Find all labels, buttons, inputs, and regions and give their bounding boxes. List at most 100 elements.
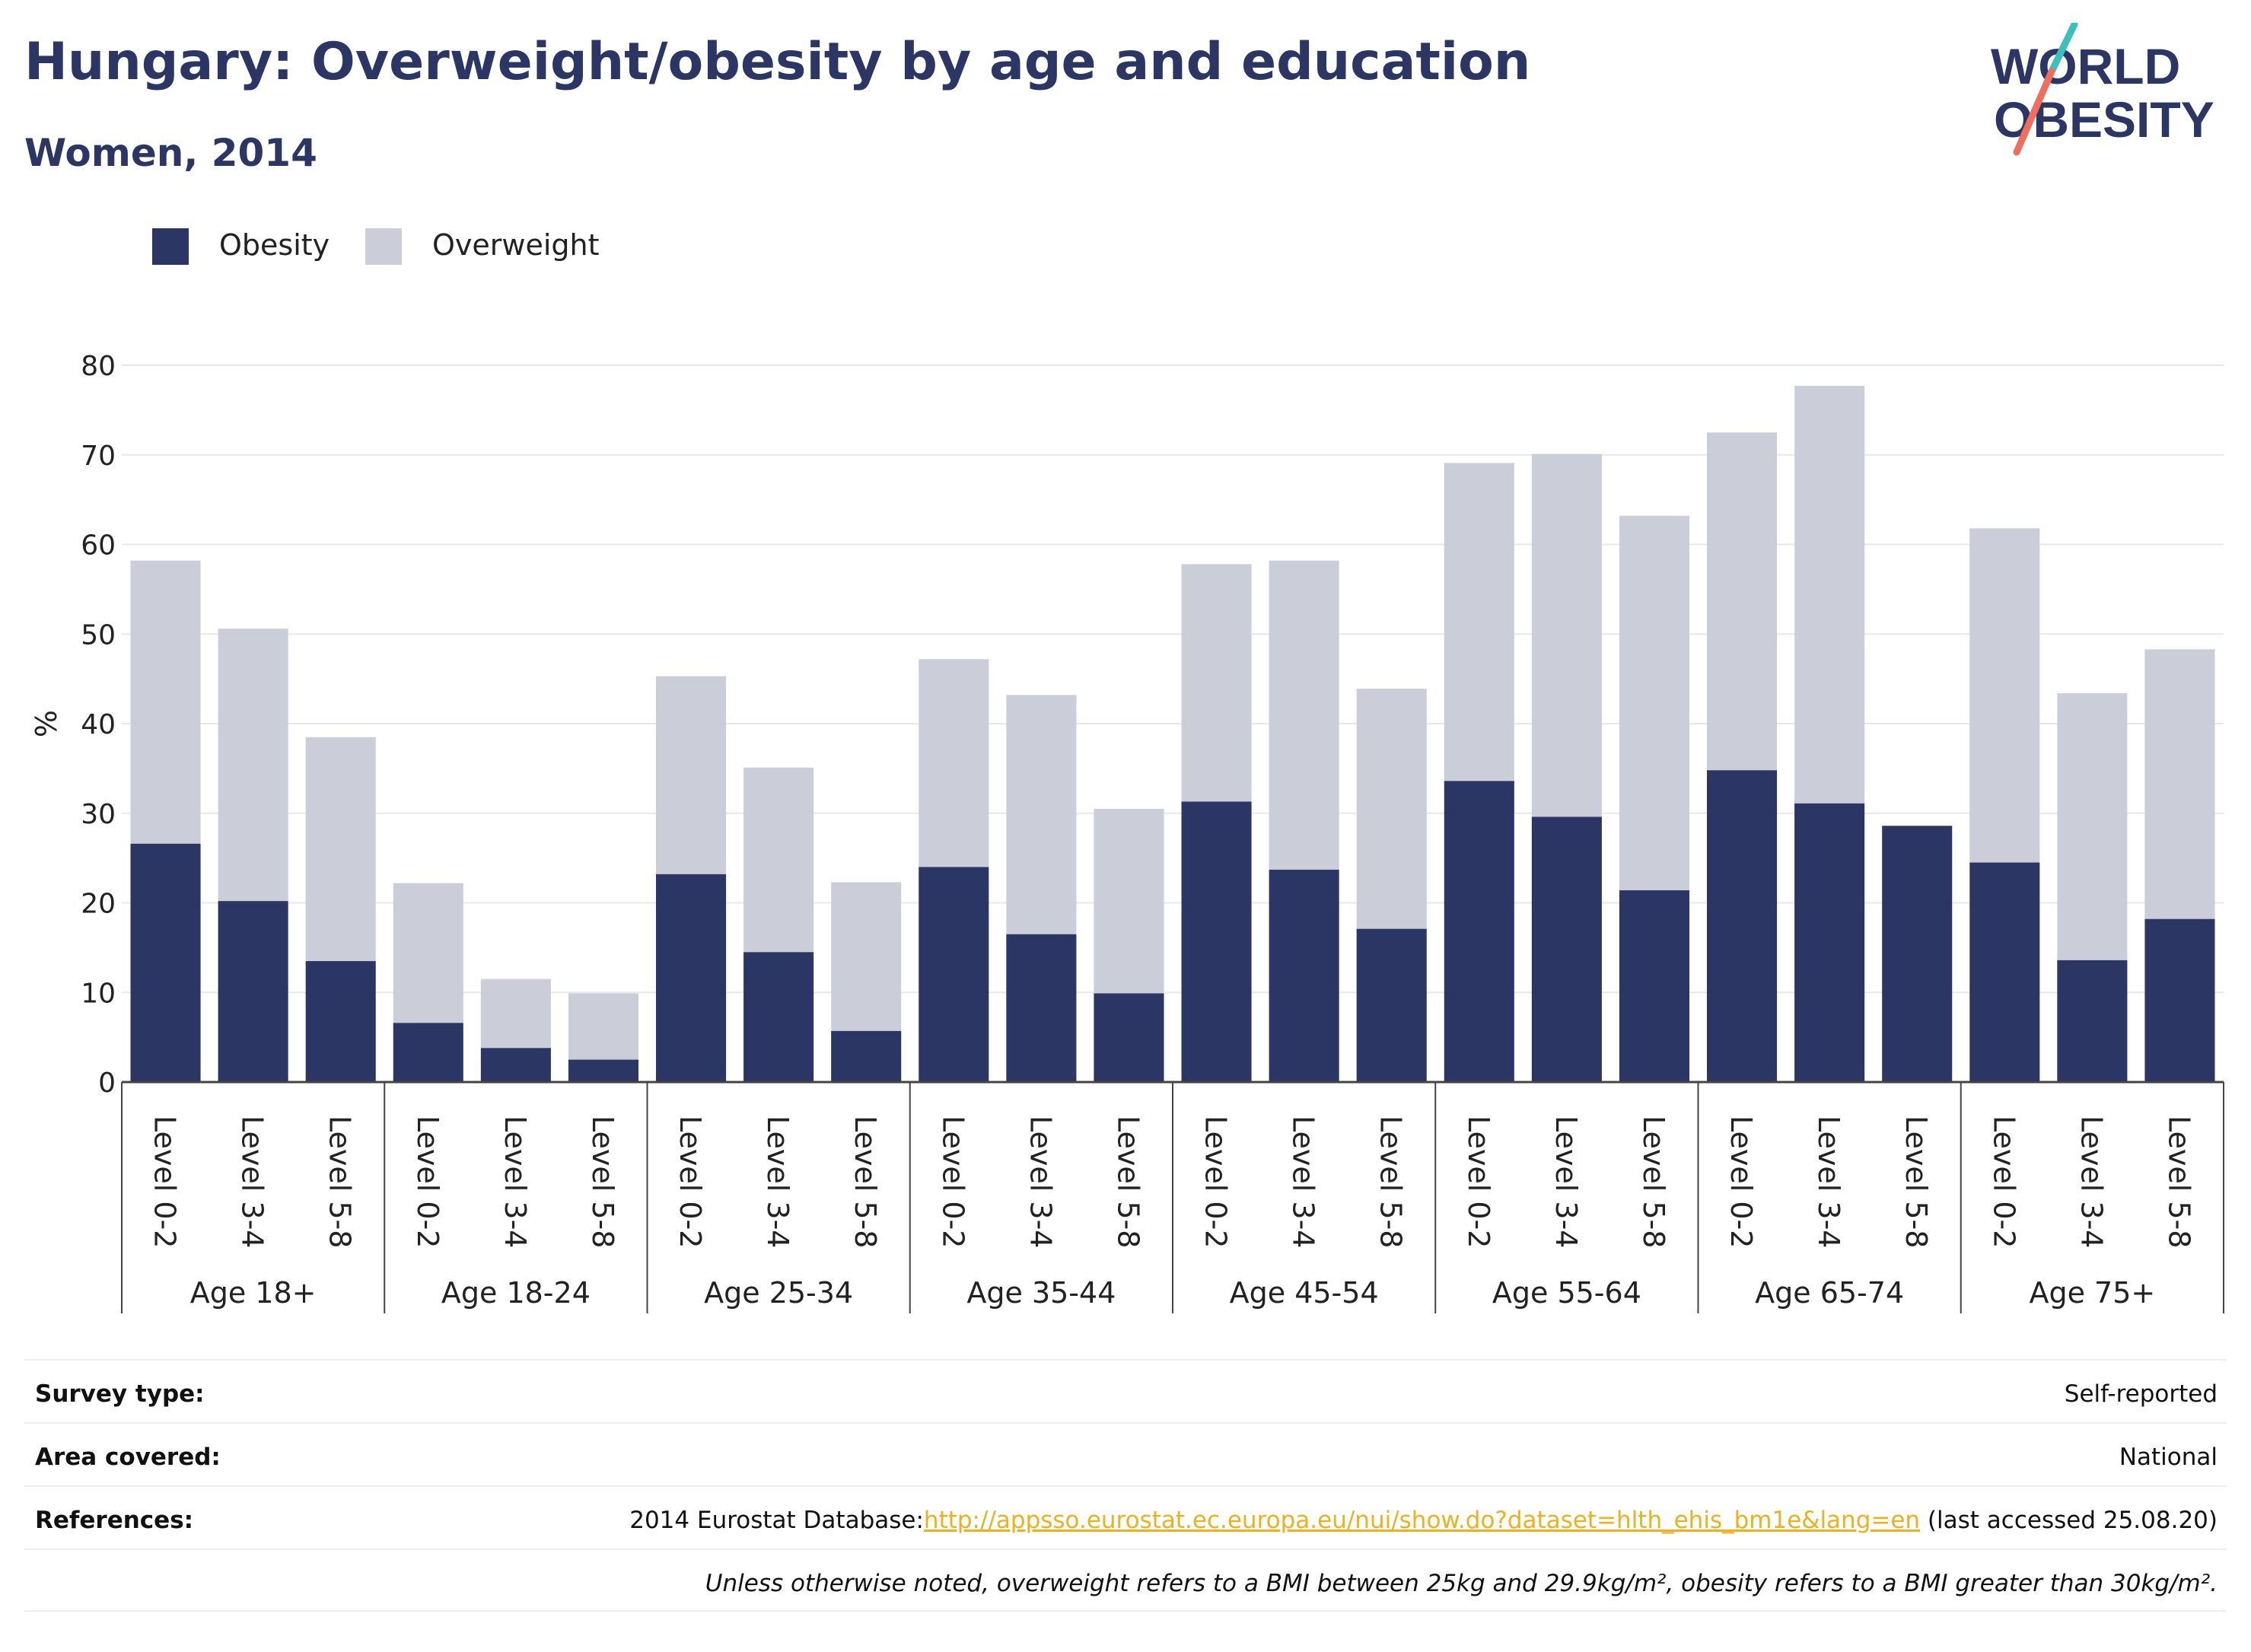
references-label: References: bbox=[35, 1507, 194, 1534]
x-category-label: Level 5-8 bbox=[849, 1116, 882, 1248]
y-tick-label: 0 bbox=[98, 1068, 116, 1099]
legend-swatch-overweight bbox=[365, 228, 402, 265]
y-tick-label: 20 bbox=[81, 889, 116, 920]
bar-obesity bbox=[1269, 869, 1339, 1082]
survey-type-value: Self-reported bbox=[2064, 1380, 2218, 1408]
bar-obesity bbox=[1969, 862, 2040, 1082]
bar-overweight bbox=[1094, 808, 1164, 994]
bar-overweight bbox=[1531, 454, 1602, 817]
x-category-label: Level 5-8 bbox=[2162, 1116, 2195, 1248]
bar-obesity bbox=[130, 843, 201, 1082]
bar-overweight bbox=[831, 882, 902, 1031]
bar-overweight bbox=[480, 979, 551, 1049]
x-category-label: Level 3-4 bbox=[236, 1116, 269, 1248]
bar-obesity bbox=[1181, 801, 1252, 1082]
survey-type-label: Survey type: bbox=[35, 1380, 205, 1408]
bar-overweight bbox=[919, 659, 989, 867]
definition-note: Unless otherwise noted, overweight refer… bbox=[705, 1570, 2218, 1597]
bar-obesity bbox=[393, 1023, 463, 1082]
logo-line1: WORLD bbox=[1991, 38, 2180, 94]
x-group-label: Age 55-64 bbox=[1492, 1276, 1641, 1310]
bar-obesity bbox=[2057, 960, 2128, 1082]
bar-overweight bbox=[1794, 386, 1865, 804]
bar-obesity bbox=[1794, 803, 1865, 1082]
bar-obesity bbox=[1882, 826, 1953, 1082]
legend-label-obesity: Obesity bbox=[219, 228, 330, 262]
x-category-label: Level 0-2 bbox=[1724, 1116, 1758, 1248]
x-category-label: Level 0-2 bbox=[673, 1116, 707, 1248]
x-category-label: Level 3-4 bbox=[498, 1116, 532, 1248]
chart-subtitle: Women, 2014 bbox=[24, 131, 317, 175]
bar-overweight bbox=[1006, 695, 1077, 934]
bar-obesity bbox=[743, 952, 814, 1082]
bar-obesity bbox=[1531, 816, 1602, 1082]
x-group-label: Age 75+ bbox=[2029, 1276, 2155, 1310]
bar-obesity bbox=[1006, 934, 1077, 1082]
y-tick-label: 30 bbox=[81, 799, 116, 830]
x-group-label: Age 65-74 bbox=[1755, 1276, 1904, 1310]
x-category-label: Level 3-4 bbox=[1024, 1116, 1057, 1248]
world-obesity-logo: WORLD OBESITY bbox=[1991, 23, 2214, 156]
area-covered-label: Area covered: bbox=[35, 1444, 221, 1471]
info-separator bbox=[24, 1549, 2227, 1550]
x-category-label: Level 3-4 bbox=[1812, 1116, 1845, 1248]
info-separator bbox=[24, 1610, 2227, 1612]
x-category-label: Level 0-2 bbox=[1462, 1116, 1495, 1248]
bar-overweight bbox=[1444, 463, 1514, 781]
references-prefix: 2014 Eurostat Database: bbox=[629, 1507, 924, 1534]
bar-overweight bbox=[305, 737, 376, 962]
y-tick-label: 50 bbox=[81, 619, 116, 651]
x-category-label: Level 0-2 bbox=[936, 1116, 969, 1248]
bar-overweight bbox=[130, 560, 201, 844]
bar-overweight bbox=[568, 993, 638, 1060]
references-suffix: (last accessed 25.08.20) bbox=[1920, 1507, 2218, 1534]
x-category-label: Level 3-4 bbox=[1549, 1116, 1583, 1248]
bar-overweight bbox=[1356, 689, 1427, 929]
bar-overweight bbox=[1269, 560, 1339, 870]
x-group-label: Age 35-44 bbox=[966, 1276, 1116, 1310]
bar-overweight bbox=[1619, 515, 1689, 891]
bar-overweight bbox=[656, 676, 727, 874]
x-group-label: Age 18-24 bbox=[441, 1276, 591, 1310]
bar-overweight bbox=[1181, 564, 1252, 802]
y-axis-label: % bbox=[30, 710, 63, 737]
x-group-label: Age 18+ bbox=[190, 1276, 317, 1310]
info-separator bbox=[24, 1485, 2227, 1487]
x-category-label: Level 5-8 bbox=[1637, 1116, 1670, 1248]
bar-obesity bbox=[1444, 781, 1514, 1082]
bar-overweight bbox=[393, 883, 463, 1023]
info-separator bbox=[24, 1422, 2227, 1424]
x-category-label: Level 3-4 bbox=[761, 1116, 794, 1248]
legend-label-overweight: Overweight bbox=[432, 228, 600, 262]
bar-obesity bbox=[919, 867, 989, 1082]
references-link[interactable]: http://appsso.eurostat.ec.europa.eu/nui/… bbox=[923, 1507, 1921, 1534]
x-category-label: Level 3-4 bbox=[2074, 1116, 2108, 1248]
bar-obesity bbox=[480, 1048, 551, 1082]
y-tick-label: 70 bbox=[81, 441, 116, 472]
x-category-label: Level 0-2 bbox=[1199, 1116, 1233, 1248]
bar-obesity bbox=[656, 874, 727, 1082]
x-category-label: Level 5-8 bbox=[586, 1116, 619, 1248]
area-covered-value: National bbox=[2119, 1444, 2218, 1471]
y-tick-label: 60 bbox=[81, 530, 116, 562]
y-tick-label: 40 bbox=[81, 709, 116, 740]
bar-obesity bbox=[218, 901, 288, 1082]
bar-overweight bbox=[2144, 649, 2215, 919]
bar-obesity bbox=[1619, 890, 1689, 1082]
y-tick-label: 10 bbox=[81, 978, 116, 1009]
x-category-label: Level 0-2 bbox=[1987, 1116, 2020, 1248]
x-category-label: Level 0-2 bbox=[148, 1116, 182, 1248]
bar-obesity bbox=[568, 1059, 638, 1082]
logo-slash-teal bbox=[2048, 23, 2078, 75]
x-group-label: Age 25-34 bbox=[704, 1276, 853, 1310]
bar-overweight bbox=[1969, 528, 2040, 863]
x-category-label: Level 5-8 bbox=[323, 1116, 357, 1248]
y-tick-label: 80 bbox=[81, 351, 116, 382]
x-category-label: Level 0-2 bbox=[411, 1116, 444, 1248]
bar-obesity bbox=[2144, 918, 2215, 1082]
x-category-label: Level 5-8 bbox=[1111, 1116, 1145, 1248]
bar-obesity bbox=[831, 1030, 902, 1082]
bar-obesity bbox=[1356, 928, 1427, 1082]
bar-obesity bbox=[1094, 993, 1164, 1082]
logo-slash-coral bbox=[2013, 68, 2055, 156]
